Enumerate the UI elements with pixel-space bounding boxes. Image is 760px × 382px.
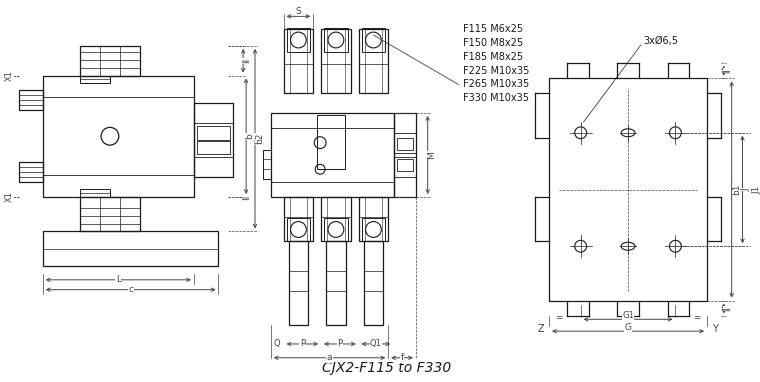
Text: M: M xyxy=(427,151,436,159)
Bar xyxy=(394,113,416,197)
Bar xyxy=(359,29,388,93)
Bar xyxy=(197,126,230,140)
Bar xyxy=(326,241,346,325)
Bar xyxy=(363,241,383,325)
Text: X1: X1 xyxy=(5,70,14,81)
Text: F225 M10x35: F225 M10x35 xyxy=(464,66,530,76)
Text: CJX2-F115 to F330: CJX2-F115 to F330 xyxy=(321,361,451,375)
Text: F330 M10x35: F330 M10x35 xyxy=(464,93,529,103)
Text: =: = xyxy=(556,313,562,322)
Bar xyxy=(263,149,271,179)
Text: X1: X1 xyxy=(5,191,14,202)
Text: ll: ll xyxy=(724,68,732,73)
Text: P: P xyxy=(337,340,343,348)
Text: a: a xyxy=(327,353,332,362)
Bar xyxy=(324,218,348,241)
Text: Y: Y xyxy=(712,324,717,334)
Bar xyxy=(289,241,309,325)
Text: ll: ll xyxy=(242,194,252,199)
Text: b2: b2 xyxy=(255,133,264,144)
Bar xyxy=(321,29,350,93)
Text: J: J xyxy=(742,188,751,191)
Text: ll: ll xyxy=(724,306,732,311)
Bar xyxy=(283,197,313,241)
Text: =: = xyxy=(693,313,701,322)
Bar xyxy=(19,90,43,110)
Bar xyxy=(397,159,413,171)
Text: ll: ll xyxy=(242,58,252,63)
Text: S: S xyxy=(296,7,301,16)
Bar xyxy=(287,218,310,241)
Bar xyxy=(43,76,194,197)
Text: Q: Q xyxy=(274,340,280,348)
Bar xyxy=(549,78,707,301)
Bar xyxy=(283,29,313,93)
Text: G: G xyxy=(625,323,632,332)
Text: b1: b1 xyxy=(732,184,741,195)
Text: b: b xyxy=(245,133,255,139)
Bar xyxy=(197,141,230,154)
Bar xyxy=(19,162,43,182)
Bar xyxy=(81,76,110,83)
Text: J1: J1 xyxy=(753,185,760,194)
Text: 3xØ6,5: 3xØ6,5 xyxy=(643,36,678,46)
Text: Z: Z xyxy=(538,324,544,334)
Text: F185 M8x25: F185 M8x25 xyxy=(464,52,524,62)
Bar xyxy=(321,197,350,241)
Bar xyxy=(194,103,233,177)
Text: P: P xyxy=(299,340,305,348)
Text: F265 M10x35: F265 M10x35 xyxy=(464,79,530,89)
Bar xyxy=(324,28,348,52)
Bar xyxy=(359,197,388,241)
Bar xyxy=(287,28,310,52)
Text: F115 M6x25: F115 M6x25 xyxy=(464,24,524,34)
Bar xyxy=(81,197,140,231)
Text: G1: G1 xyxy=(622,311,634,320)
Text: f: f xyxy=(401,353,404,362)
Bar xyxy=(81,46,140,76)
Bar xyxy=(362,28,385,52)
Text: c: c xyxy=(128,285,133,294)
Text: Q1: Q1 xyxy=(370,340,382,348)
Text: L: L xyxy=(116,275,121,284)
Bar xyxy=(271,113,394,197)
Bar xyxy=(362,218,385,241)
Bar xyxy=(81,189,110,197)
Bar xyxy=(317,115,345,169)
Text: F150 M8x25: F150 M8x25 xyxy=(464,38,524,48)
Bar xyxy=(397,138,413,149)
Bar xyxy=(43,231,218,266)
